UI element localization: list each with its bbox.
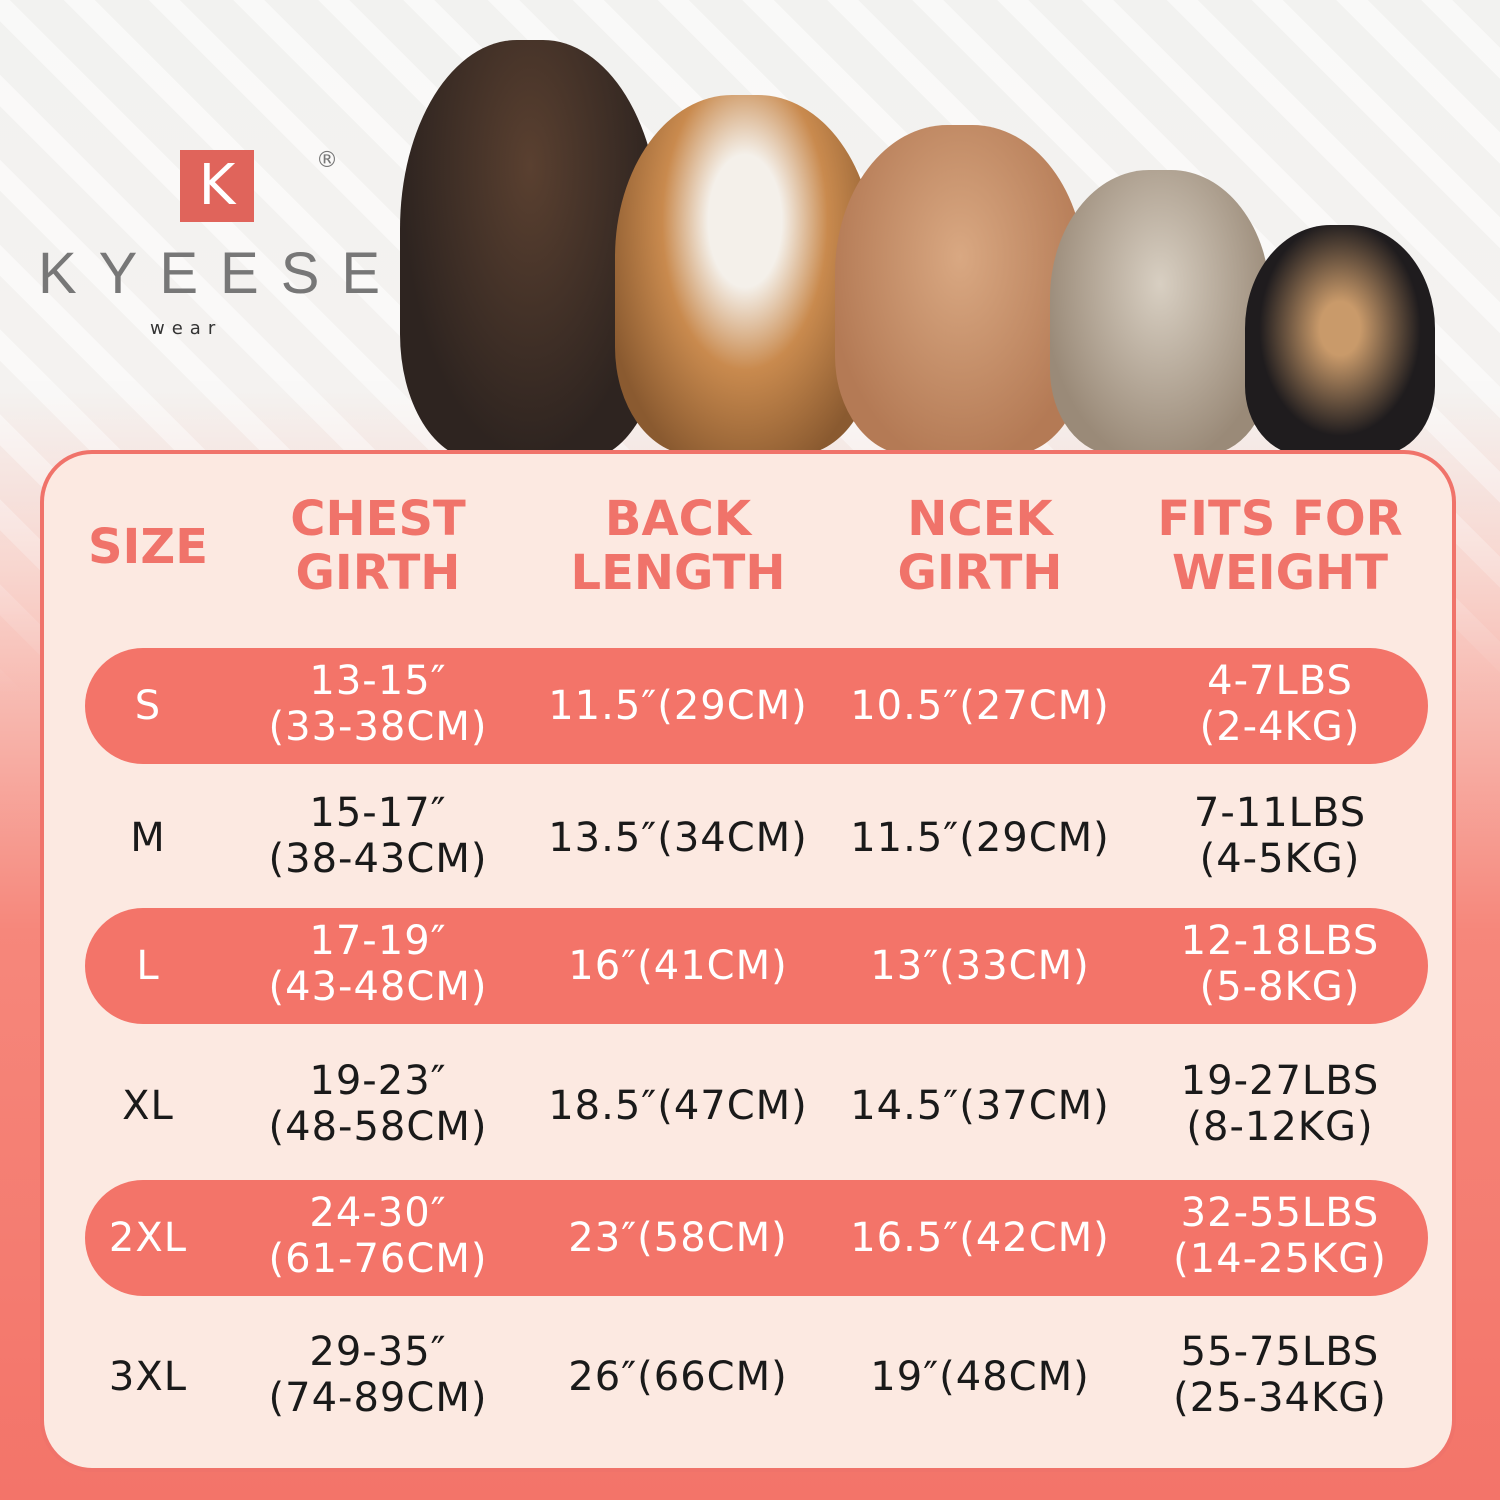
- cell-back: 13.5″(34CM): [548, 815, 808, 861]
- cell-chest: 15-17″ (38-43CM): [218, 790, 538, 882]
- cell-line: (25-34KG): [1173, 1375, 1387, 1421]
- cell-line: (33-38CM): [268, 704, 488, 750]
- cell-chest: 13-15″ (33-38CM): [218, 658, 538, 750]
- cell-back: 11.5″(29CM): [548, 683, 808, 729]
- cell-size: M: [130, 815, 166, 861]
- cell-line: (2-4KG): [1199, 704, 1361, 750]
- cell-line: 15-17″: [309, 790, 447, 836]
- cell-line: 12-18LBS: [1180, 918, 1380, 964]
- poodle-dog-image: [835, 125, 1085, 455]
- cell-line: 13-15″: [309, 658, 447, 704]
- logo-mark: K: [180, 150, 254, 222]
- cell-size: S: [134, 683, 162, 729]
- header-line: LENGTH: [570, 545, 786, 601]
- header-line: GIRTH: [295, 545, 461, 601]
- cell-weight: 12-18LBS (5-8KG): [1120, 918, 1440, 1010]
- cell-line: 7-11LBS: [1193, 790, 1367, 836]
- beagle-dog-image: [615, 95, 875, 455]
- cell-line: (4-5KG): [1199, 836, 1361, 882]
- cell-line: (48-58CM): [268, 1104, 488, 1150]
- brand-name: KYEESE: [38, 241, 403, 306]
- cell-weight: 55-75LBS (25-34KG): [1120, 1329, 1440, 1421]
- cell-back: 23″(58CM): [568, 1215, 788, 1261]
- cell-neck: 11.5″(29CM): [850, 815, 1110, 861]
- cell-neck: 19″(48CM): [870, 1354, 1090, 1400]
- cell-neck: 10.5″(27CM): [850, 683, 1110, 729]
- row-highlight: [85, 908, 1428, 1024]
- cell-chest: 24-30″ (61-76CM): [218, 1190, 538, 1282]
- row-highlight: [85, 1180, 1428, 1296]
- header-line: GIRTH: [897, 545, 1063, 601]
- cell-back: 26″(66CM): [568, 1354, 788, 1400]
- cell-line: 4-7LBS: [1207, 658, 1353, 704]
- cell-back: 16″(41CM): [568, 943, 788, 989]
- cell-line: 24-30″: [309, 1190, 447, 1236]
- row-highlight: [85, 648, 1428, 764]
- brand-subtitle: wear: [150, 318, 223, 339]
- cell-size: L: [136, 943, 160, 989]
- cell-weight: 7-11LBS (4-5KG): [1120, 790, 1440, 882]
- cell-weight: 4-7LBS (2-4KG): [1120, 658, 1440, 750]
- header-back-length: BACK LENGTH: [528, 492, 828, 600]
- registered-mark: ®: [316, 148, 338, 173]
- cell-size: XL: [122, 1083, 174, 1129]
- header-weight: FITS FOR WEIGHT: [1130, 492, 1430, 600]
- cell-line: (8-12KG): [1186, 1104, 1374, 1150]
- cell-neck: 16.5″(42CM): [850, 1215, 1110, 1261]
- header-chest-girth: CHEST GIRTH: [228, 492, 528, 600]
- cell-line: (43-48CM): [268, 964, 488, 1010]
- cell-line: 55-75LBS: [1180, 1329, 1380, 1375]
- header-size: SIZE: [0, 520, 298, 574]
- header-line: FITS FOR: [1157, 491, 1403, 547]
- cell-line: (38-43CM): [268, 836, 488, 882]
- cell-line: 19-23″: [309, 1058, 447, 1104]
- header-line: CHEST: [290, 491, 466, 547]
- cell-line: (14-25KG): [1173, 1236, 1387, 1282]
- cell-weight: 19-27LBS (8-12KG): [1120, 1058, 1440, 1150]
- cell-neck: 14.5″(37CM): [850, 1083, 1110, 1129]
- cell-neck: 13″(33CM): [870, 943, 1090, 989]
- header-line: SIZE: [87, 519, 209, 575]
- header-line: BACK: [604, 491, 752, 547]
- cell-chest: 17-19″ (43-48CM): [218, 918, 538, 1010]
- cell-line: (74-89CM): [268, 1375, 488, 1421]
- cell-line: (61-76CM): [268, 1236, 488, 1282]
- cell-weight: 32-55LBS (14-25KG): [1120, 1190, 1440, 1282]
- brand-logo: K ® KYEESE wear: [30, 140, 380, 350]
- header-line: WEIGHT: [1172, 545, 1388, 601]
- cell-size: 2XL: [108, 1215, 188, 1261]
- terrier-dog-image: [1050, 170, 1270, 455]
- header-neck-girth: NCEK GIRTH: [830, 492, 1130, 600]
- cell-line: 32-55LBS: [1180, 1190, 1380, 1236]
- header-line: NCEK: [907, 491, 1053, 547]
- cell-line: 17-19″: [309, 918, 447, 964]
- cell-line: 19-27LBS: [1180, 1058, 1380, 1104]
- cell-line: 29-35″: [309, 1329, 447, 1375]
- cell-size: 3XL: [108, 1354, 188, 1400]
- cell-chest: 19-23″ (48-58CM): [218, 1058, 538, 1150]
- cell-chest: 29-35″ (74-89CM): [218, 1329, 538, 1421]
- chihuahua-dog-image: [1245, 225, 1435, 455]
- cell-back: 18.5″(47CM): [548, 1083, 808, 1129]
- cell-line: (5-8KG): [1199, 964, 1361, 1010]
